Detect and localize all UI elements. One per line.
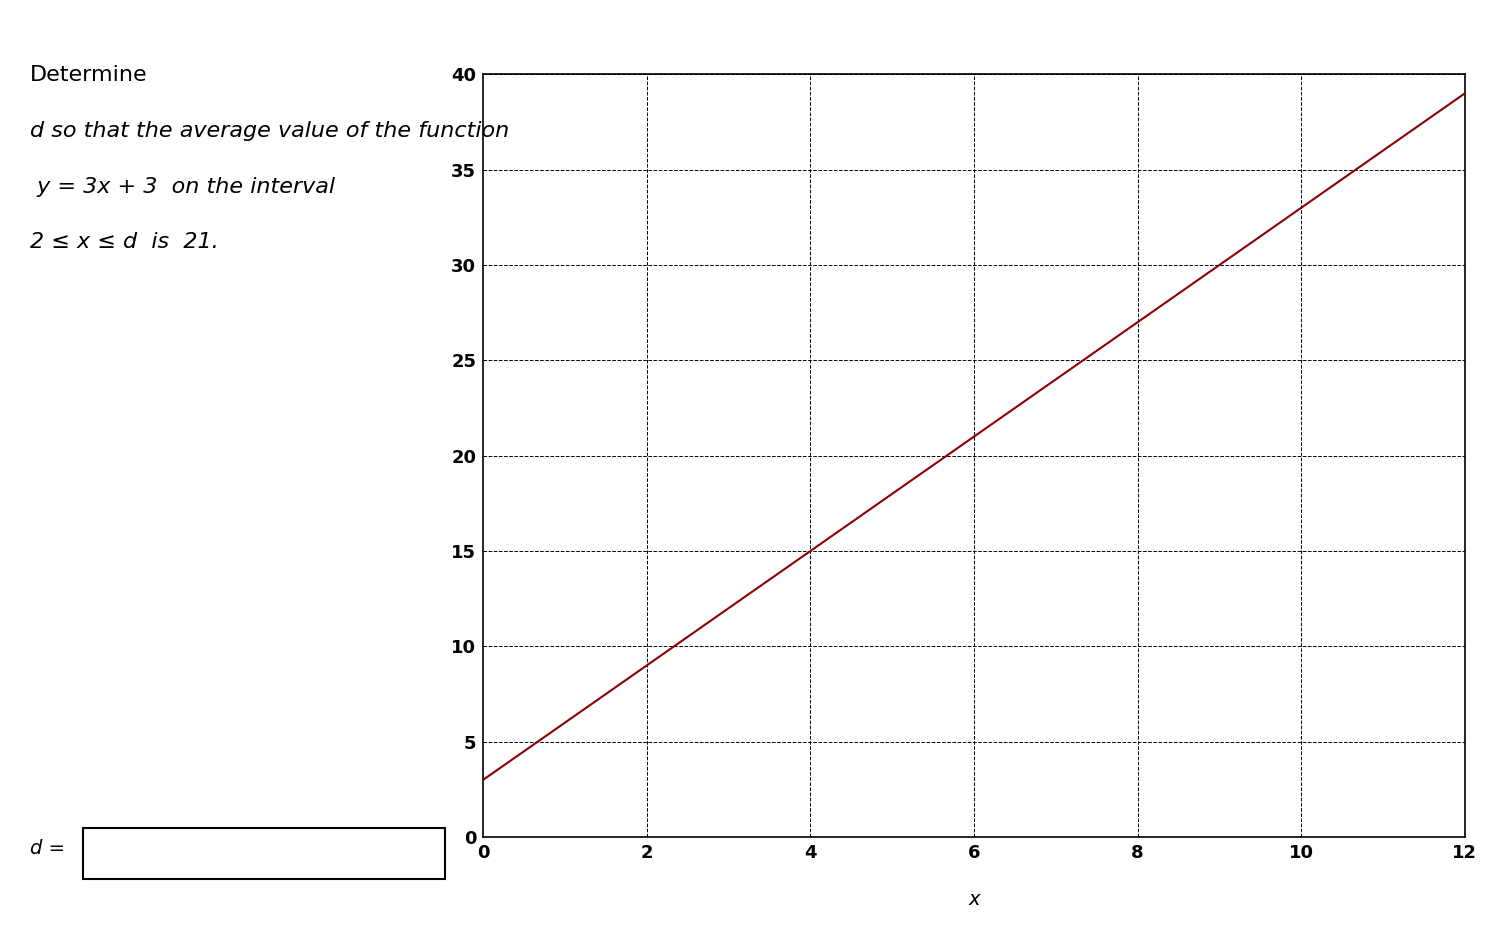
- Text: d =: d =: [30, 839, 65, 857]
- Text: y = 3x + 3  on the interval: y = 3x + 3 on the interval: [30, 177, 335, 197]
- Text: 2 ≤ x ≤ d  is  21.: 2 ≤ x ≤ d is 21.: [30, 232, 219, 253]
- Text: d so that the average value of the function: d so that the average value of the funct…: [30, 121, 509, 141]
- Text: Determine: Determine: [30, 65, 148, 86]
- X-axis label: x: x: [968, 890, 980, 910]
